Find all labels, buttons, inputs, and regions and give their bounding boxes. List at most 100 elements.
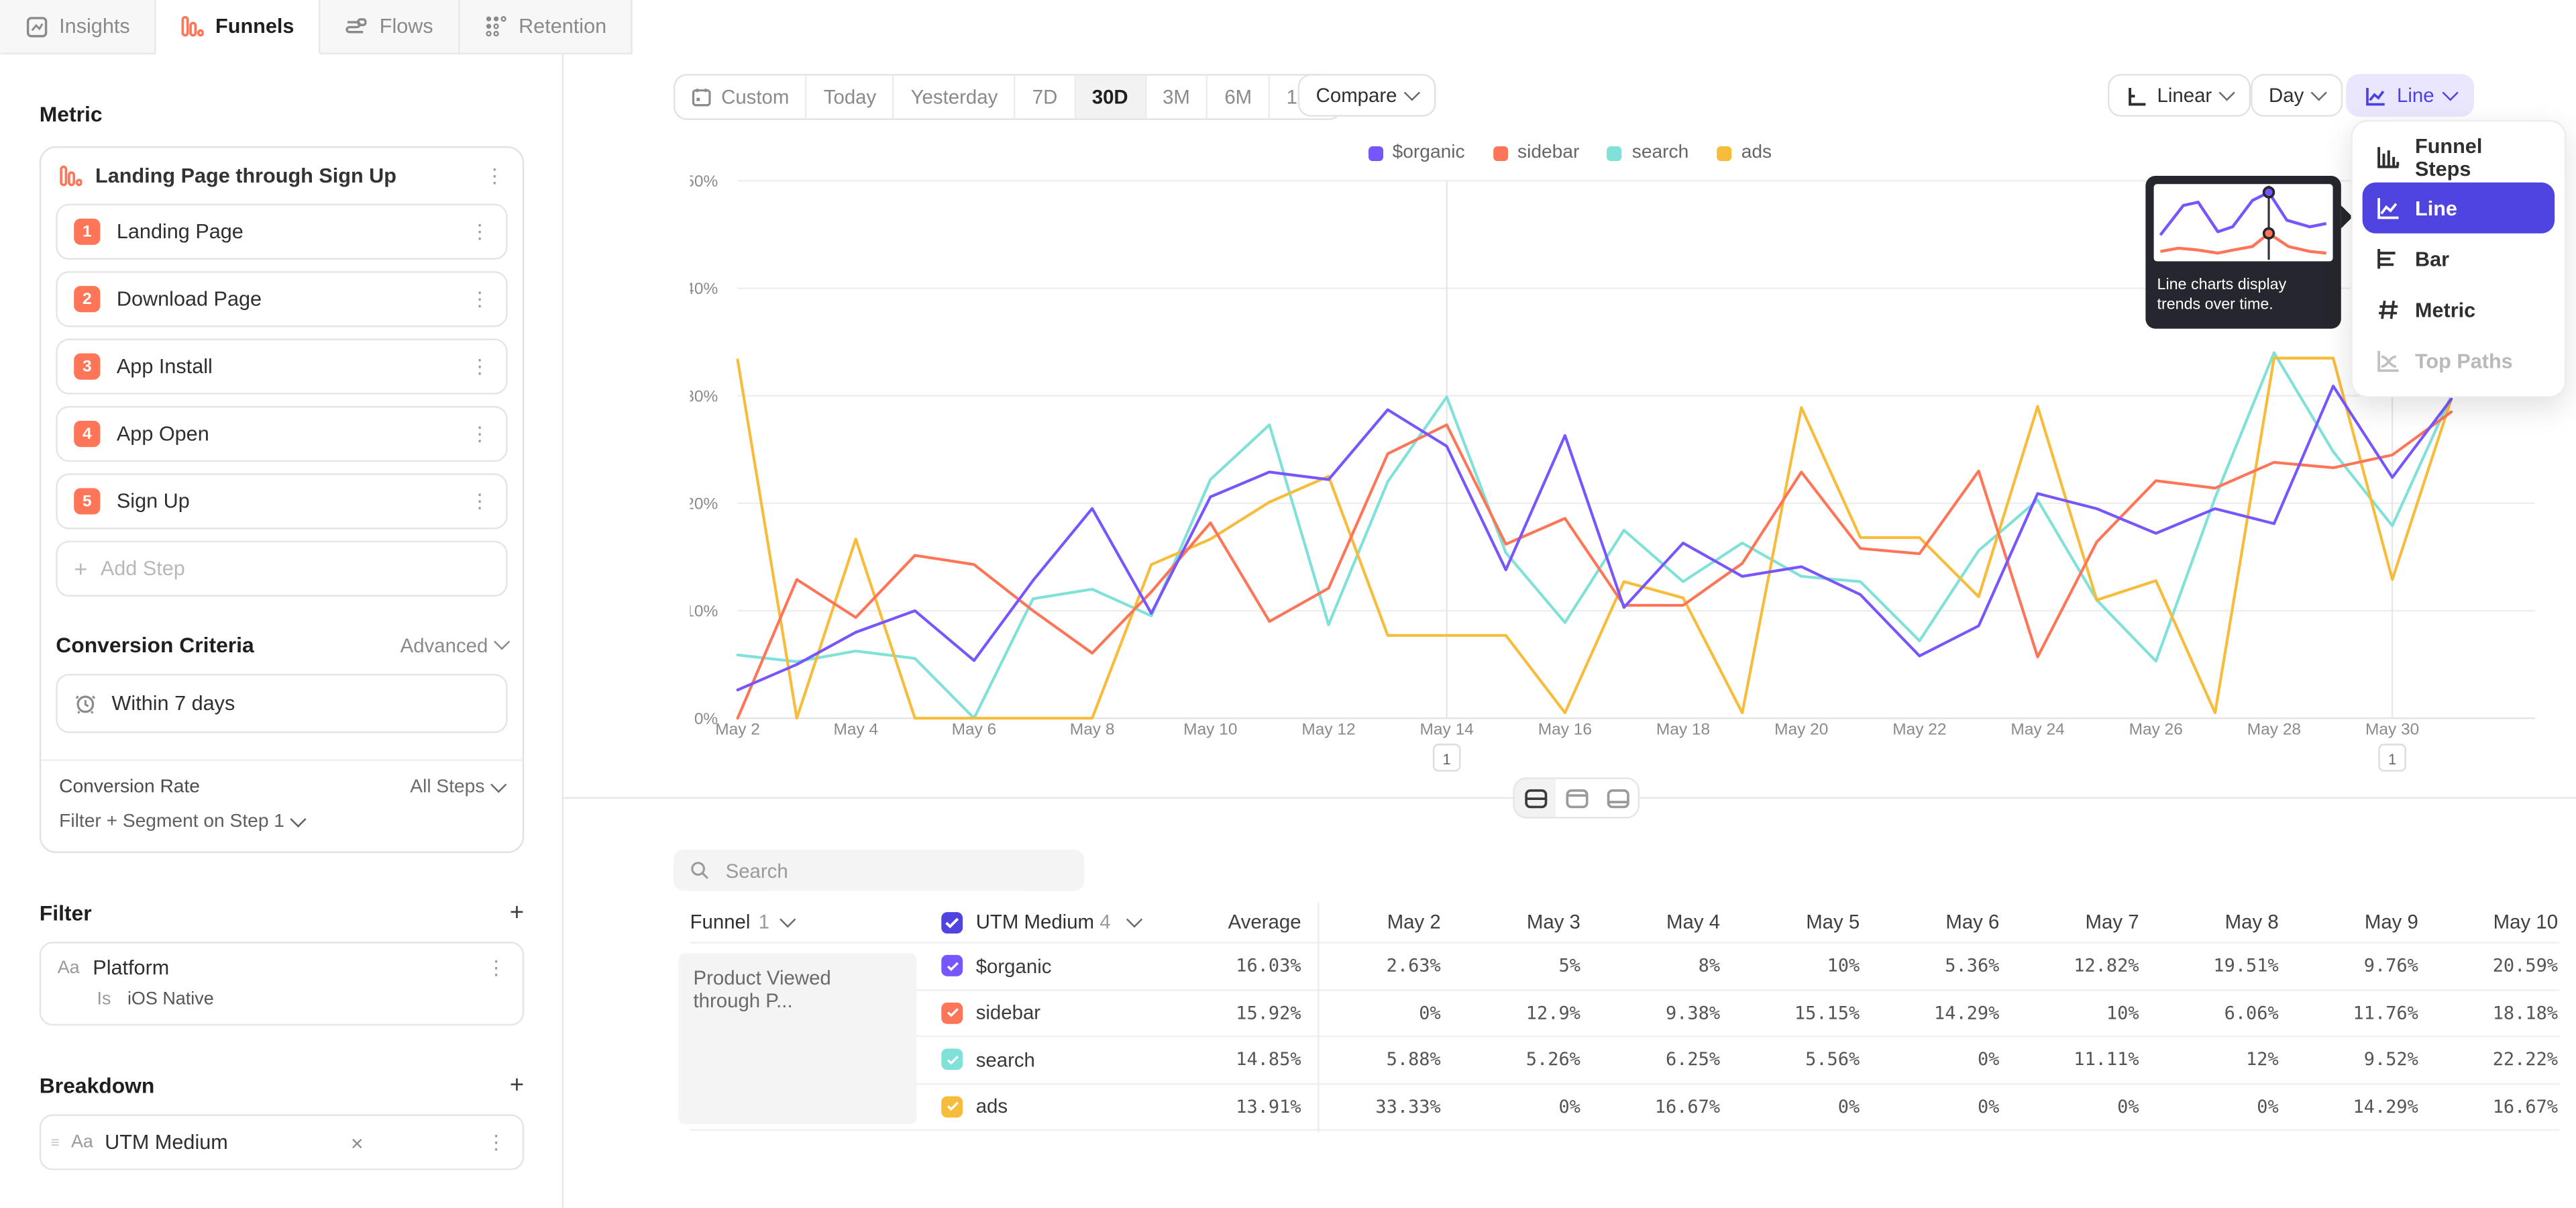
row-checkbox[interactable] — [941, 1095, 963, 1117]
breakdown-column-header[interactable]: UTM Medium 4 — [941, 911, 1169, 934]
cell-value: 6.25% — [1665, 1049, 1721, 1070]
search-input[interactable] — [722, 857, 1068, 884]
funnel-cell[interactable]: Product Viewed through P... — [678, 953, 917, 1125]
add-step-button[interactable]: + Add Step — [56, 540, 508, 597]
cell-value: 5% — [1558, 955, 1580, 977]
cell-value: 12.82% — [2074, 955, 2139, 977]
layout-chart-only-button[interactable] — [1556, 778, 1597, 817]
tab-flows[interactable]: Flows — [320, 0, 460, 54]
filter-card[interactable]: Aa Platform ⋮ Is iOS Native — [39, 942, 525, 1026]
tab-retention[interactable]: Retention — [459, 0, 633, 54]
menu-item-top-paths[interactable]: Top Paths — [2363, 336, 2555, 387]
legend-item[interactable]: ads — [1716, 143, 1772, 162]
date-column-headers: May 2 May 3 May 4 May 5 May 6 May 7 May 8 May 9… — [1301, 911, 2558, 934]
funnel-title-row[interactable]: Landing Page through Sign Up ⋮ — [56, 164, 507, 187]
granularity-button[interactable]: Day — [2251, 74, 2344, 117]
step-kebab[interactable]: ⋮ — [470, 354, 490, 379]
cell-value: 11.76% — [2353, 1002, 2418, 1024]
cell-value: 0% — [1558, 1095, 1580, 1117]
chart-type-menu: Funnel Steps Line Bar Metric Top Paths — [2351, 119, 2567, 398]
cell-value: 16.67% — [1654, 1095, 1721, 1117]
funnel-step-2[interactable]: 2 Download Page ⋮ — [56, 271, 508, 328]
date-column-header: May 2 — [1387, 910, 1441, 934]
menu-item-bar[interactable]: Bar — [2363, 234, 2555, 285]
breakdown-kebab[interactable]: ⋮ — [486, 1130, 506, 1154]
average-column-header: Average — [1228, 910, 1301, 934]
split-view-icon — [1524, 788, 1547, 808]
all-steps-selector[interactable]: All Steps — [410, 776, 507, 797]
range-yesterday[interactable]: Yesterday — [894, 75, 1016, 119]
tab-funnels[interactable]: Funnels — [156, 0, 321, 54]
svg-text:May 20: May 20 — [1774, 721, 1828, 739]
chevron-down-icon — [2441, 84, 2459, 101]
cell-value: 11.11% — [2074, 1049, 2139, 1070]
filter-condition[interactable]: Is iOS Native — [97, 989, 214, 1009]
row-checkbox[interactable] — [941, 1002, 963, 1024]
legend-item[interactable]: $organic — [1367, 143, 1465, 162]
cell-value: 0% — [1419, 1002, 1441, 1024]
svg-text:May 24: May 24 — [2010, 721, 2064, 739]
chart-type-button[interactable]: Line — [2346, 74, 2474, 117]
date-column-header: May 3 — [1526, 910, 1580, 934]
cell-value: 14.29% — [2353, 1095, 2418, 1117]
menu-item-metric[interactable]: Metric — [2363, 285, 2555, 336]
bottom-panel-icon — [1606, 788, 1629, 808]
date-column-header: May 9 — [2364, 910, 2418, 934]
compare-button[interactable]: Compare — [1297, 74, 1437, 117]
step-kebab[interactable]: ⋮ — [470, 489, 490, 513]
range-6m[interactable]: 6M — [1208, 75, 1271, 119]
funnel-step-1[interactable]: 1 Landing Page ⋮ — [56, 203, 508, 260]
funnel-step-3[interactable]: 3 App Install ⋮ — [56, 338, 508, 395]
funnel-step-4[interactable]: 4 App Open ⋮ — [56, 405, 508, 462]
svg-text:May 10: May 10 — [1183, 721, 1237, 739]
legend-item[interactable]: search — [1607, 143, 1688, 162]
range-today[interactable]: Today — [807, 75, 895, 119]
range-3m[interactable]: 3M — [1146, 75, 1208, 119]
menu-item-funnel-steps[interactable]: Funnel Steps — [2363, 132, 2555, 183]
range-30d[interactable]: 30D — [1075, 75, 1146, 119]
svg-text:May 22: May 22 — [1892, 721, 1946, 739]
cell-value: 0% — [1837, 1095, 1860, 1117]
date-column-header: May 7 — [2085, 910, 2139, 934]
cell-value: 18.18% — [2492, 1002, 2559, 1024]
add-filter-button[interactable]: + — [509, 899, 525, 927]
cell-value: 0% — [2117, 1095, 2139, 1117]
conversion-criteria-header: Conversion Criteria Advanced — [56, 633, 511, 658]
layout-toggle-group — [1513, 777, 1640, 819]
range-custom[interactable]: Custom — [676, 75, 808, 119]
svg-text:20%: 20% — [690, 495, 718, 513]
range-7d[interactable]: 7D — [1016, 75, 1076, 119]
layout-table-only-button[interactable] — [1597, 778, 1638, 817]
conversion-window[interactable]: Within 7 days — [56, 674, 508, 734]
filter-segment-toggle[interactable]: Filter + Segment on Step 1 — [56, 810, 507, 832]
segment-name: search — [975, 1048, 1035, 1072]
filter-kebab[interactable]: ⋮ — [486, 956, 506, 980]
menu-item-line[interactable]: Line — [2362, 182, 2555, 234]
table-row: search 14.85% 5.88% 5.26% 6.25% 5.56% 0% 11.11%… — [690, 1035, 2560, 1083]
step-kebab[interactable]: ⋮ — [470, 422, 490, 446]
report-tabbar: Insights Funnels Flows Retention — [0, 0, 633, 54]
tab-insights[interactable]: Insights — [0, 0, 156, 54]
step-kebab[interactable]: ⋮ — [470, 287, 490, 311]
chevron-down-icon — [2219, 84, 2236, 101]
scale-button[interactable]: Linear — [2108, 74, 2251, 117]
row-checkbox[interactable] — [941, 955, 963, 977]
add-breakdown-button[interactable]: + — [509, 1071, 525, 1100]
select-all-checkbox[interactable] — [941, 911, 963, 933]
legend-item[interactable]: sidebar — [1493, 143, 1579, 162]
step-kebab[interactable]: ⋮ — [470, 220, 490, 244]
remove-breakdown-icon[interactable]: × — [351, 1129, 364, 1155]
layout-split-button[interactable] — [1514, 778, 1556, 817]
cell-value: 19.51% — [2213, 955, 2279, 977]
date-column-header: May 4 — [1666, 910, 1721, 934]
chart-type-tooltip: Line charts display trends over time. — [2145, 176, 2353, 329]
svg-text:May 16: May 16 — [1538, 721, 1592, 739]
funnel-step-5[interactable]: 5 Sign Up ⋮ — [56, 473, 508, 530]
breakdown-card[interactable]: ≡ Aa UTM Medium × ⋮ — [39, 1114, 525, 1170]
drag-handle-icon[interactable]: ≡ — [50, 1134, 60, 1151]
funnel-column-header[interactable]: Funnel 1 — [690, 911, 942, 934]
funnel-menu-kebab[interactable]: ⋮ — [484, 164, 504, 188]
row-checkbox[interactable] — [941, 1049, 963, 1070]
advanced-toggle[interactable]: Advanced — [400, 634, 511, 656]
axis-scale-icon — [2129, 87, 2146, 105]
